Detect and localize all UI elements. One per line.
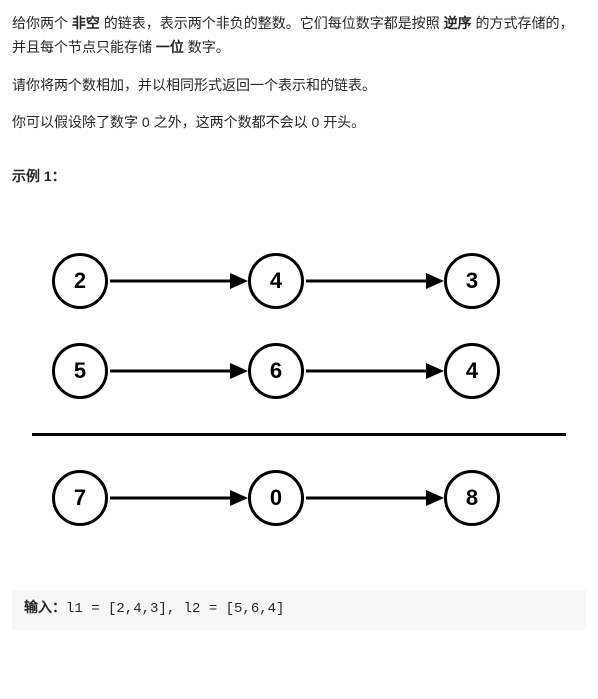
linked-list-row-result: 7 0 8 <box>52 470 586 526</box>
arrow-icon <box>304 486 444 510</box>
description-paragraph-3: 你可以假设除了数字 0 之外，这两个数都不会以 0 开头。 <box>12 111 586 135</box>
list-node: 7 <box>52 470 108 526</box>
example-title: 示例 1： <box>12 165 586 189</box>
arrow-icon <box>108 359 248 383</box>
divider-line <box>32 433 566 436</box>
list-node: 4 <box>248 253 304 309</box>
linked-list-row-1: 2 4 3 <box>52 253 586 309</box>
arrow-icon <box>108 486 248 510</box>
description-paragraph-1: 给你两个 非空 的链表，表示两个非负的整数。它们每位数字都是按照 逆序 的方式存… <box>12 12 586 60</box>
linked-list-diagram: 2 4 3 5 6 4 7 0 8 <box>12 209 586 570</box>
text-fragment: 给你两个 <box>12 15 72 31</box>
list-node: 0 <box>248 470 304 526</box>
list-node: 6 <box>248 343 304 399</box>
bold-text: 逆序 <box>444 15 472 31</box>
text-fragment: 数字。 <box>184 39 230 55</box>
bold-text: 非空 <box>72 15 100 31</box>
list-node: 4 <box>444 343 500 399</box>
list-node: 8 <box>444 470 500 526</box>
list-node: 2 <box>52 253 108 309</box>
list-node: 3 <box>444 253 500 309</box>
arrow-icon <box>108 269 248 293</box>
arrow-icon <box>304 359 444 383</box>
input-label: 输入： <box>24 601 66 617</box>
linked-list-row-2: 5 6 4 <box>52 343 586 399</box>
example-input-block: 输入：l1 = [2,4,3], l2 = [5,6,4] <box>12 590 586 630</box>
problem-description: 给你两个 非空 的链表，表示两个非负的整数。它们每位数字都是按照 逆序 的方式存… <box>12 12 586 135</box>
text-fragment: 的链表，表示两个非负的整数。它们每位数字都是按照 <box>100 15 444 31</box>
input-value: l1 = [2,4,3], l2 = [5,6,4] <box>66 601 284 617</box>
arrow-icon <box>304 269 444 293</box>
description-paragraph-2: 请你将两个数相加，并以相同形式返回一个表示和的链表。 <box>12 74 586 98</box>
list-node: 5 <box>52 343 108 399</box>
bold-text: 一位 <box>156 39 184 55</box>
